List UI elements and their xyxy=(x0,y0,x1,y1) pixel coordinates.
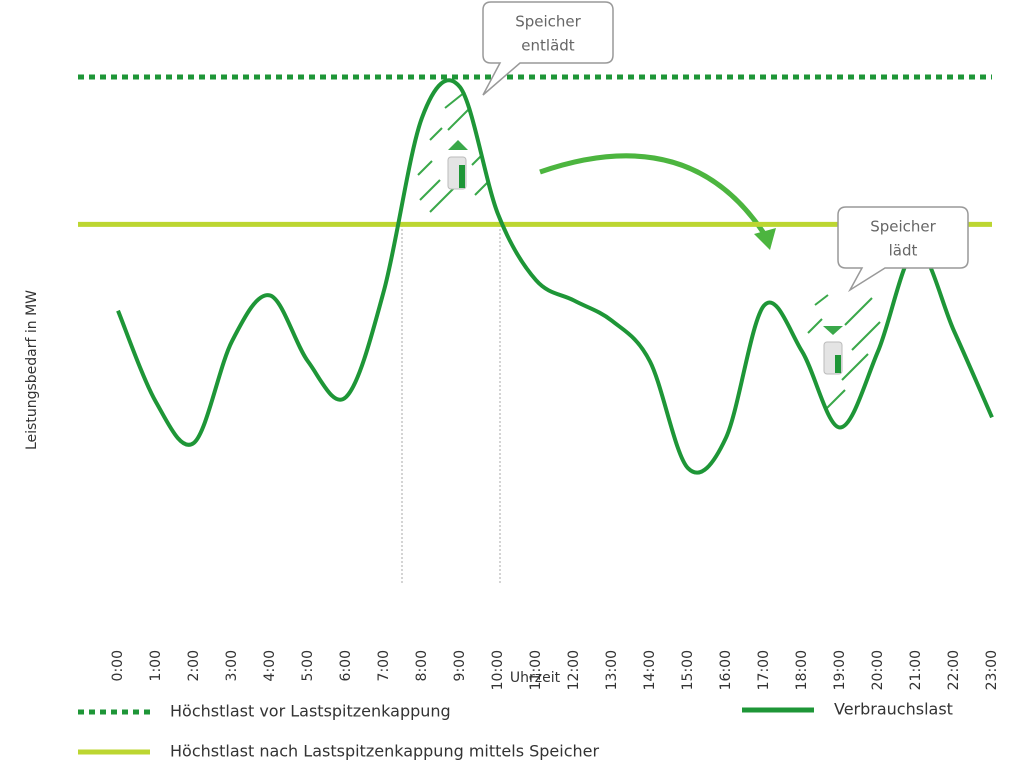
hatching xyxy=(417,91,881,411)
x-tick-label: 0:00 xyxy=(110,650,126,681)
callout-text: entlädt xyxy=(521,37,574,55)
x-tick-label: 11:00 xyxy=(528,650,544,690)
battery-icon xyxy=(447,140,468,190)
x-tick-label: 15:00 xyxy=(680,650,696,690)
x-tick-label: 6:00 xyxy=(338,650,354,681)
x-tick-label: 8:00 xyxy=(414,650,430,681)
x-tick-label: 14:00 xyxy=(642,650,658,690)
line xyxy=(116,78,994,475)
legend-label: Höchstlast vor Lastspitzenkappung xyxy=(170,702,451,721)
x-tick-label: 1:00 xyxy=(148,650,164,681)
callout: Speicher entlädt xyxy=(482,1,614,96)
x-tick-label: 3:00 xyxy=(224,650,240,681)
x-tick-label: 4:00 xyxy=(262,650,278,681)
x-tick-label: 18:00 xyxy=(794,650,810,690)
x-tick-label: 13:00 xyxy=(604,650,620,690)
legend-label: Höchstlast nach Lastspitzenkappung mitte… xyxy=(170,742,600,761)
callout-text: Speicher xyxy=(870,218,936,236)
x-tick-label: 22:00 xyxy=(946,650,962,690)
callout: Speicher lädt xyxy=(837,206,969,293)
callout-text: Speicher xyxy=(515,13,581,31)
battery-icon xyxy=(823,326,843,375)
arrow-head xyxy=(754,228,776,250)
x-tick-label: 12:00 xyxy=(566,650,582,690)
x-tick-label: 23:00 xyxy=(984,650,1000,690)
x-tick-label: 10:00 xyxy=(490,650,506,690)
x-tick-label: 7:00 xyxy=(376,650,392,681)
x-tick-label: 20:00 xyxy=(870,650,886,690)
y-axis-label: Leistungsbedarf in MW xyxy=(24,290,40,450)
x-tick-label: 2:00 xyxy=(186,650,202,681)
arrow xyxy=(539,153,768,237)
legend-label: Verbrauchslast xyxy=(834,700,953,719)
callout-text: lädt xyxy=(889,242,918,260)
x-tick-label: 16:00 xyxy=(718,650,734,690)
x-tick-label: 21:00 xyxy=(908,650,924,690)
x-tick-label: 5:00 xyxy=(300,650,316,681)
x-tick-label: 9:00 xyxy=(452,650,468,681)
x-tick-label: 17:00 xyxy=(756,650,772,690)
x-tick-label: 19:00 xyxy=(832,650,848,690)
x-axis-label: Uhrzeit xyxy=(510,670,561,686)
